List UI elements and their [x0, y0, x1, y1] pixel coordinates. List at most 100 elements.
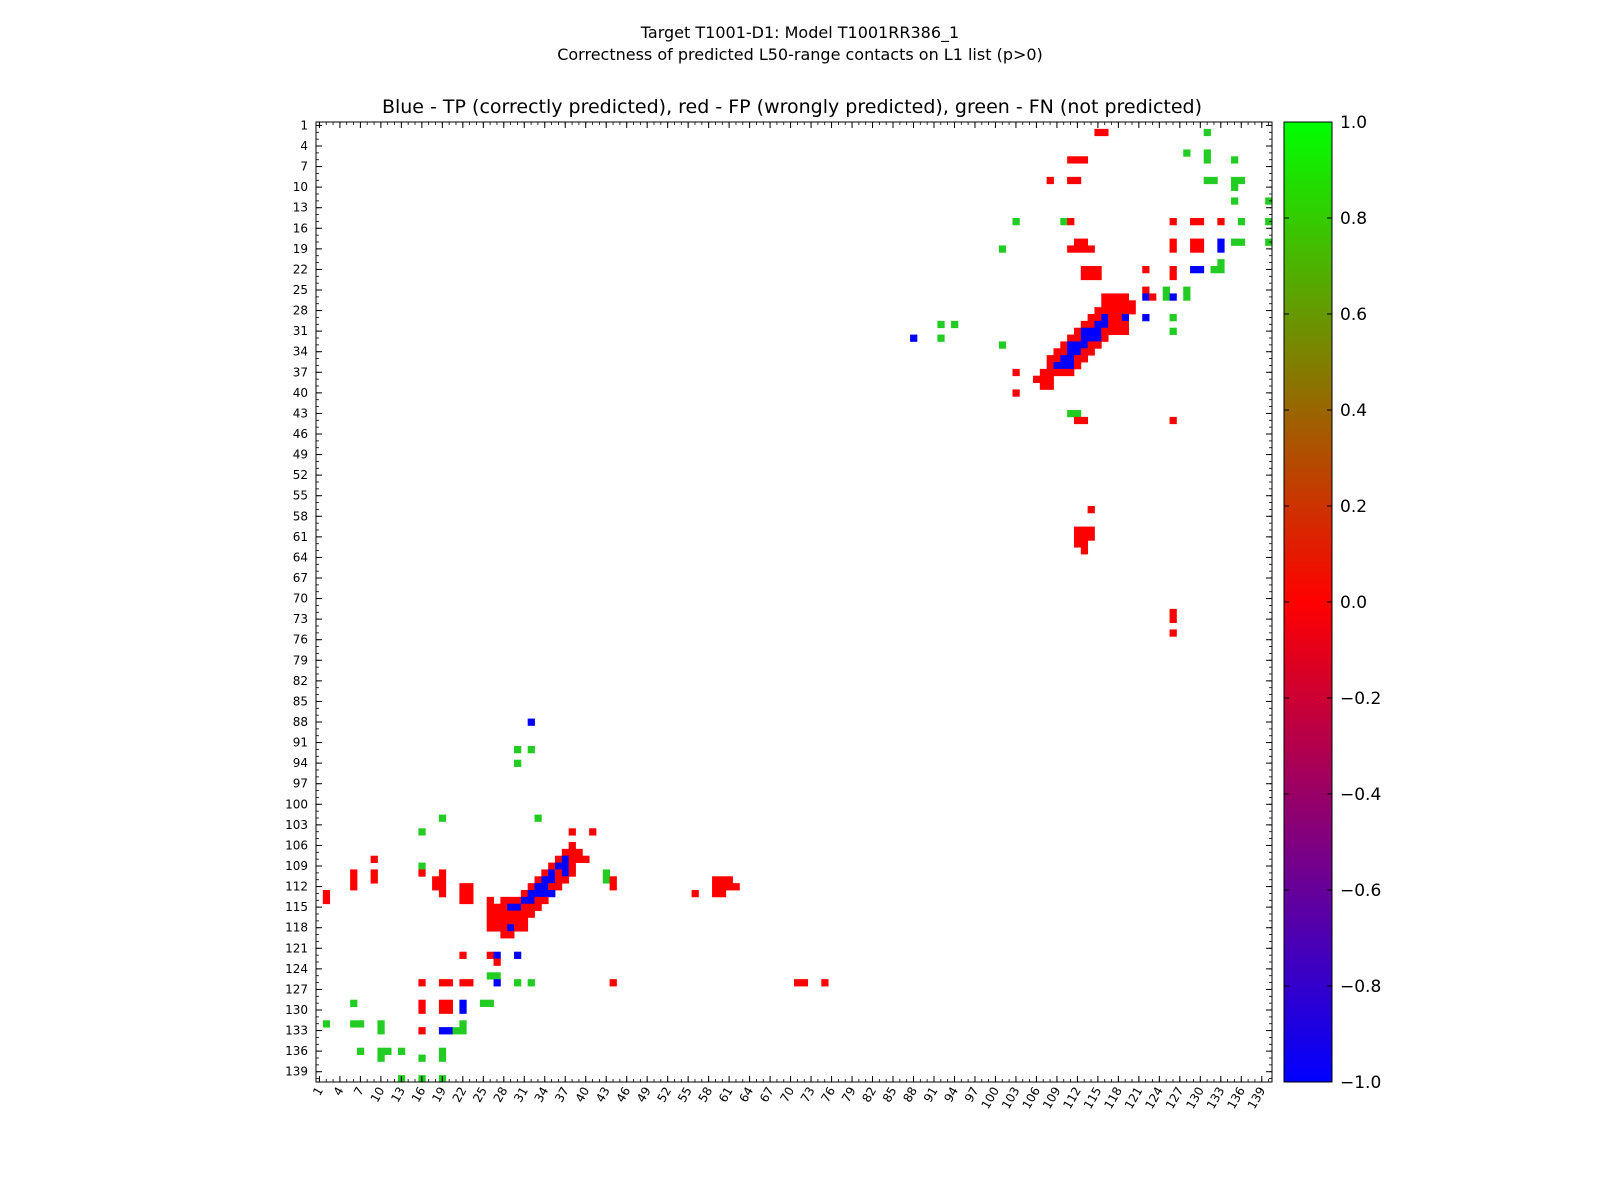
y-tick-label: 112 — [285, 880, 308, 894]
contact-cell-fp — [493, 903, 501, 911]
contact-cell-fn — [418, 1054, 426, 1062]
colorbar-tick-label: 0.0 — [1340, 593, 1367, 613]
contact-cell-fp — [1073, 540, 1082, 548]
contact-cell-fp — [500, 903, 508, 911]
title-line-1: Target T1001-D1: Model T1001RR386_1 — [640, 23, 959, 43]
contact-cell-fp — [691, 890, 699, 898]
contact-cell-fp — [1108, 320, 1116, 329]
contact-cell-fp — [1073, 362, 1082, 370]
contact-cell-fp — [370, 855, 378, 863]
contact-cell-fp — [1196, 245, 1205, 253]
contact-cell-tp — [1080, 327, 1089, 335]
contact-cell-fn — [1203, 176, 1211, 185]
x-tick-label: 34 — [532, 1085, 552, 1105]
contact-cell-fn — [937, 334, 945, 342]
contact-cell-fp — [1101, 300, 1109, 308]
contact-cell-tp — [1067, 362, 1075, 370]
contact-cell-fp — [609, 979, 617, 987]
contact-cell-fp — [1108, 327, 1116, 335]
contact-cell-fp — [514, 910, 522, 918]
contact-cell-fp — [1121, 327, 1129, 335]
x-tick-label: 61 — [716, 1085, 736, 1105]
contact-cell-fp — [1101, 128, 1109, 137]
chart-subtitle: Blue - TP (correctly predicted), red - F… — [382, 96, 1202, 118]
contact-cell-fp — [1196, 218, 1205, 226]
y-tick-label: 85 — [293, 694, 308, 708]
colorbar-tick-label: 0.2 — [1340, 497, 1367, 517]
contact-cell-fp — [500, 910, 508, 918]
contact-cell-fn — [527, 746, 535, 754]
contact-cell-fp — [486, 951, 494, 959]
contact-cell-fp — [520, 924, 529, 932]
contact-cell-fp — [1108, 307, 1116, 315]
contact-cell-fn — [486, 999, 494, 1007]
contact-cell-fp — [555, 869, 563, 877]
x-tick-label: 46 — [614, 1085, 634, 1105]
contact-cell-fp — [568, 848, 576, 857]
contact-cell-fn — [1265, 218, 1273, 226]
y-tick-label: 13 — [293, 201, 308, 215]
contact-cell-fp — [1073, 526, 1082, 534]
contact-cell-fn — [1183, 293, 1191, 301]
contact-cell-fp — [1087, 341, 1095, 349]
x-tick-label: 55 — [675, 1085, 695, 1105]
contact-cell-fp — [718, 876, 727, 884]
contact-cell-tp — [1060, 362, 1068, 370]
contact-cell-tp — [527, 890, 535, 898]
contact-cell-fp — [1114, 320, 1123, 329]
title-line-2: Correctness of predicted L50-range conta… — [557, 45, 1043, 64]
contact-cell-tp — [493, 979, 501, 987]
contact-cell-fp — [1053, 368, 1061, 377]
contact-cell-fp — [500, 917, 508, 925]
x-tick-label: 130 — [1183, 1085, 1207, 1112]
y-tick-label: 31 — [293, 324, 308, 338]
contact-cell-fp — [1169, 272, 1177, 281]
y-tick-label: 40 — [293, 386, 308, 400]
contact-cell-fp — [466, 883, 474, 891]
contact-cell-fp — [1094, 307, 1102, 315]
x-tick-label: 52 — [655, 1085, 675, 1105]
contact-cell-fp — [541, 896, 549, 905]
y-tick-label: 127 — [285, 982, 308, 996]
contact-cell-tp — [507, 903, 515, 911]
contact-cell-tp — [1217, 238, 1225, 246]
contact-cell-fp — [568, 828, 576, 836]
contact-cell-fp — [1067, 334, 1075, 342]
contact-cell-fp — [514, 896, 522, 905]
y-tick-label: 61 — [293, 530, 308, 544]
contact-cell-fn — [1210, 176, 1218, 185]
y-tick-label: 124 — [285, 962, 308, 976]
contact-cell-fn — [356, 1020, 365, 1028]
x-tick-label: 31 — [511, 1085, 531, 1105]
contact-cell-fp — [575, 855, 583, 863]
x-tick-label: 127 — [1163, 1085, 1187, 1112]
contact-cell-fp — [1080, 348, 1089, 356]
y-tick-label: 28 — [293, 304, 308, 318]
contact-cell-fp — [432, 876, 440, 884]
contact-cell-fn — [514, 979, 522, 987]
contact-cell-fp — [438, 1006, 447, 1014]
contact-cell-fp — [1169, 629, 1177, 637]
contact-cell-fn — [1169, 327, 1177, 335]
contact-cell-fp — [1087, 272, 1095, 281]
contact-cell-fp — [1101, 307, 1109, 315]
x-tick-label: 103 — [999, 1085, 1023, 1112]
colorbar-tick-label: 0.8 — [1340, 209, 1367, 229]
contact-cell-fp — [438, 869, 447, 877]
contact-cell-fn — [418, 828, 426, 836]
colorbar-tick-label: −1.0 — [1340, 1073, 1381, 1093]
contact-cell-fp — [520, 917, 529, 925]
contact-cell-tp — [1094, 320, 1102, 329]
contact-cell-fn — [1203, 156, 1211, 164]
contact-cell-tp — [459, 999, 467, 1007]
contact-cell-fp — [1039, 382, 1048, 390]
contact-cell-fn — [1012, 218, 1020, 226]
y-tick-label: 91 — [293, 736, 308, 750]
contact-cell-fp — [609, 876, 617, 884]
contact-cell-fp — [1190, 245, 1198, 253]
y-tick-label: 46 — [293, 427, 308, 441]
contact-cell-fp — [1080, 272, 1089, 281]
contact-cell-fn — [377, 1027, 385, 1035]
contact-cell-tp — [1196, 266, 1205, 274]
